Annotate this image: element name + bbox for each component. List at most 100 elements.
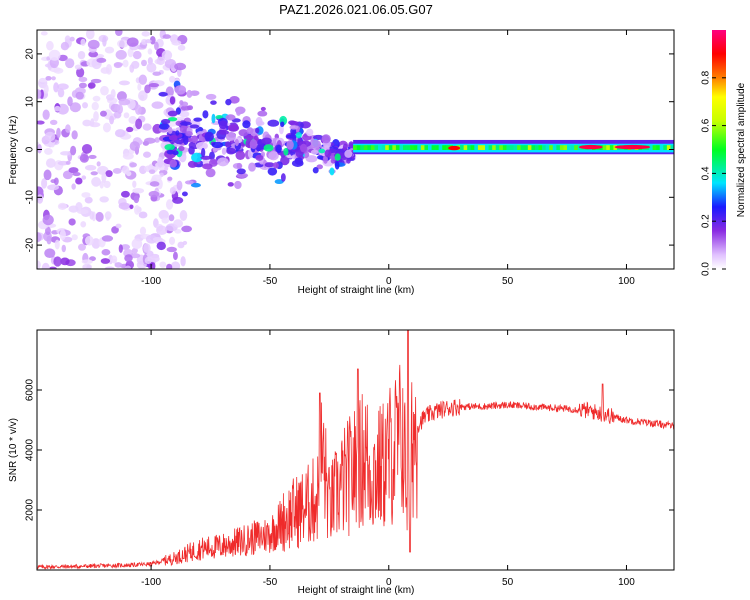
spectrogram-cell bbox=[242, 120, 251, 129]
spectrogram-cell bbox=[138, 139, 143, 145]
spectrogram-cell bbox=[80, 221, 87, 228]
spectrogram-cell bbox=[38, 78, 48, 83]
spectrogram-cell bbox=[147, 48, 153, 55]
spectrogram-cell bbox=[45, 75, 52, 81]
spectrogram-cell bbox=[166, 149, 175, 155]
spectrogram-cell bbox=[255, 154, 264, 161]
spectrogram-cell bbox=[82, 263, 93, 269]
spectrogram-cell bbox=[154, 41, 159, 51]
spectrogram-y-ticks: -20 -10 0 10 20 bbox=[25, 48, 674, 252]
spectrogram-cell bbox=[37, 144, 42, 154]
spectrogram-cell bbox=[186, 89, 193, 98]
spectrogram-cell bbox=[317, 155, 324, 160]
spectrogram-band-cell bbox=[363, 145, 368, 150]
spectrogram-cell bbox=[84, 235, 94, 246]
spectrogram-cell bbox=[89, 210, 95, 220]
spectrogram-band-cell bbox=[538, 145, 543, 150]
spectrogram-cell bbox=[128, 116, 138, 124]
spectrogram-cell bbox=[167, 176, 173, 181]
spectrogram-cell bbox=[93, 111, 99, 122]
spectrogram-cell bbox=[202, 163, 213, 170]
spectrogram-cell bbox=[132, 50, 142, 60]
spectrogram-band-cell bbox=[470, 145, 475, 150]
colorbar-tick-label: 0.2 bbox=[701, 214, 712, 228]
spectrogram-cell bbox=[185, 131, 193, 137]
spectrogram-cell bbox=[104, 266, 115, 269]
spectrogram-band-cell bbox=[388, 145, 393, 150]
spectrogram-cell bbox=[87, 82, 96, 89]
spectrogram-cell bbox=[189, 124, 200, 129]
spectrogram-cell bbox=[191, 152, 203, 163]
snr-y-ticks: 2000 4000 6000 bbox=[25, 378, 674, 521]
spectrogram-cell bbox=[117, 39, 129, 48]
spectrogram-cell bbox=[229, 96, 240, 104]
spectrogram-cell bbox=[152, 71, 162, 76]
spectrogram-cell bbox=[90, 78, 102, 84]
spectrogram-cell bbox=[40, 31, 48, 36]
figure-title: PAZ1.2026.021.06.05.G07 bbox=[279, 2, 433, 17]
spectrogram-cell bbox=[280, 173, 286, 182]
spectrogram-cell bbox=[76, 67, 85, 78]
spectrogram-cell bbox=[144, 84, 151, 94]
spectrogram-cell bbox=[334, 161, 340, 170]
spectrogram-cell bbox=[100, 67, 110, 74]
spectrogram-band-cell bbox=[549, 145, 554, 150]
spectrogram-cell bbox=[190, 182, 201, 188]
spectrogram-band-cell bbox=[399, 145, 404, 150]
spectrogram-cell bbox=[201, 147, 206, 158]
spectrogram-cell bbox=[37, 232, 42, 243]
spectrogram-band-cell bbox=[370, 145, 375, 150]
spectrogram-cell bbox=[124, 254, 133, 263]
spectrogram-hotspot bbox=[448, 145, 461, 151]
spectrogram-cell bbox=[143, 151, 152, 158]
spectrogram-cell bbox=[154, 137, 160, 143]
spectrogram-cell bbox=[71, 183, 76, 190]
spectrogram-cell bbox=[129, 162, 137, 168]
spectrogram-cell bbox=[349, 143, 354, 149]
spectrogram-cell bbox=[144, 137, 156, 144]
spectrogram-band-cell bbox=[502, 145, 507, 150]
colorbar-gradient bbox=[712, 30, 726, 269]
spectrogram-cell bbox=[46, 235, 52, 245]
spectrogram-band-cell bbox=[495, 145, 500, 150]
spectrogram-cell bbox=[88, 154, 97, 159]
spectrogram-cell bbox=[137, 83, 142, 91]
spectrogram-cell bbox=[236, 162, 242, 169]
spectrogram-band-cell bbox=[463, 145, 468, 150]
spectrogram-cell bbox=[236, 108, 242, 116]
spectrogram-cell bbox=[168, 135, 178, 141]
spectrogram-band-cell bbox=[552, 145, 557, 150]
spectrogram-cell bbox=[116, 104, 124, 115]
spectrogram-cell bbox=[245, 134, 254, 141]
spectrogram-cell bbox=[70, 145, 77, 156]
spectrogram-cell bbox=[264, 162, 275, 168]
spectrogram-cell bbox=[77, 50, 86, 60]
spectrogram-cell bbox=[167, 117, 178, 122]
spectrogram-cell bbox=[261, 137, 272, 145]
spectrogram-cell bbox=[131, 247, 138, 254]
spectrogram-cell bbox=[202, 110, 209, 119]
colorbar-tick-label: 0.4 bbox=[701, 166, 712, 180]
colorbar: 0.0 0.2 0.4 0.6 0.8 Normalized spectral ampl… bbox=[701, 30, 747, 276]
spectrogram-x-tick-label: 100 bbox=[618, 276, 635, 287]
spectrogram-cell bbox=[37, 120, 45, 125]
snr-x-tick-label: 50 bbox=[502, 577, 514, 588]
spectrogram-cell bbox=[43, 84, 49, 94]
spectrogram-cell bbox=[169, 159, 178, 168]
spectrogram-band-cell bbox=[445, 145, 450, 150]
spectrogram-cell bbox=[305, 155, 318, 163]
spectrogram-cell bbox=[148, 190, 160, 198]
spectrogram-cell bbox=[104, 46, 115, 54]
spectrogram-cell bbox=[248, 162, 256, 172]
spectrogram-band-cell bbox=[534, 145, 539, 150]
spectrogram-cell bbox=[289, 125, 299, 130]
spectrogram-band-cell bbox=[360, 145, 365, 150]
spectrogram-cell bbox=[210, 100, 217, 105]
spectrogram-cell bbox=[267, 119, 280, 127]
spectrogram-cell bbox=[122, 59, 129, 68]
spectrogram-cell bbox=[234, 138, 239, 147]
spectrogram-cell bbox=[157, 156, 164, 168]
spectrogram-cell bbox=[60, 151, 71, 156]
spectrogram-cell bbox=[135, 118, 143, 130]
spectrogram-cell bbox=[331, 139, 340, 149]
